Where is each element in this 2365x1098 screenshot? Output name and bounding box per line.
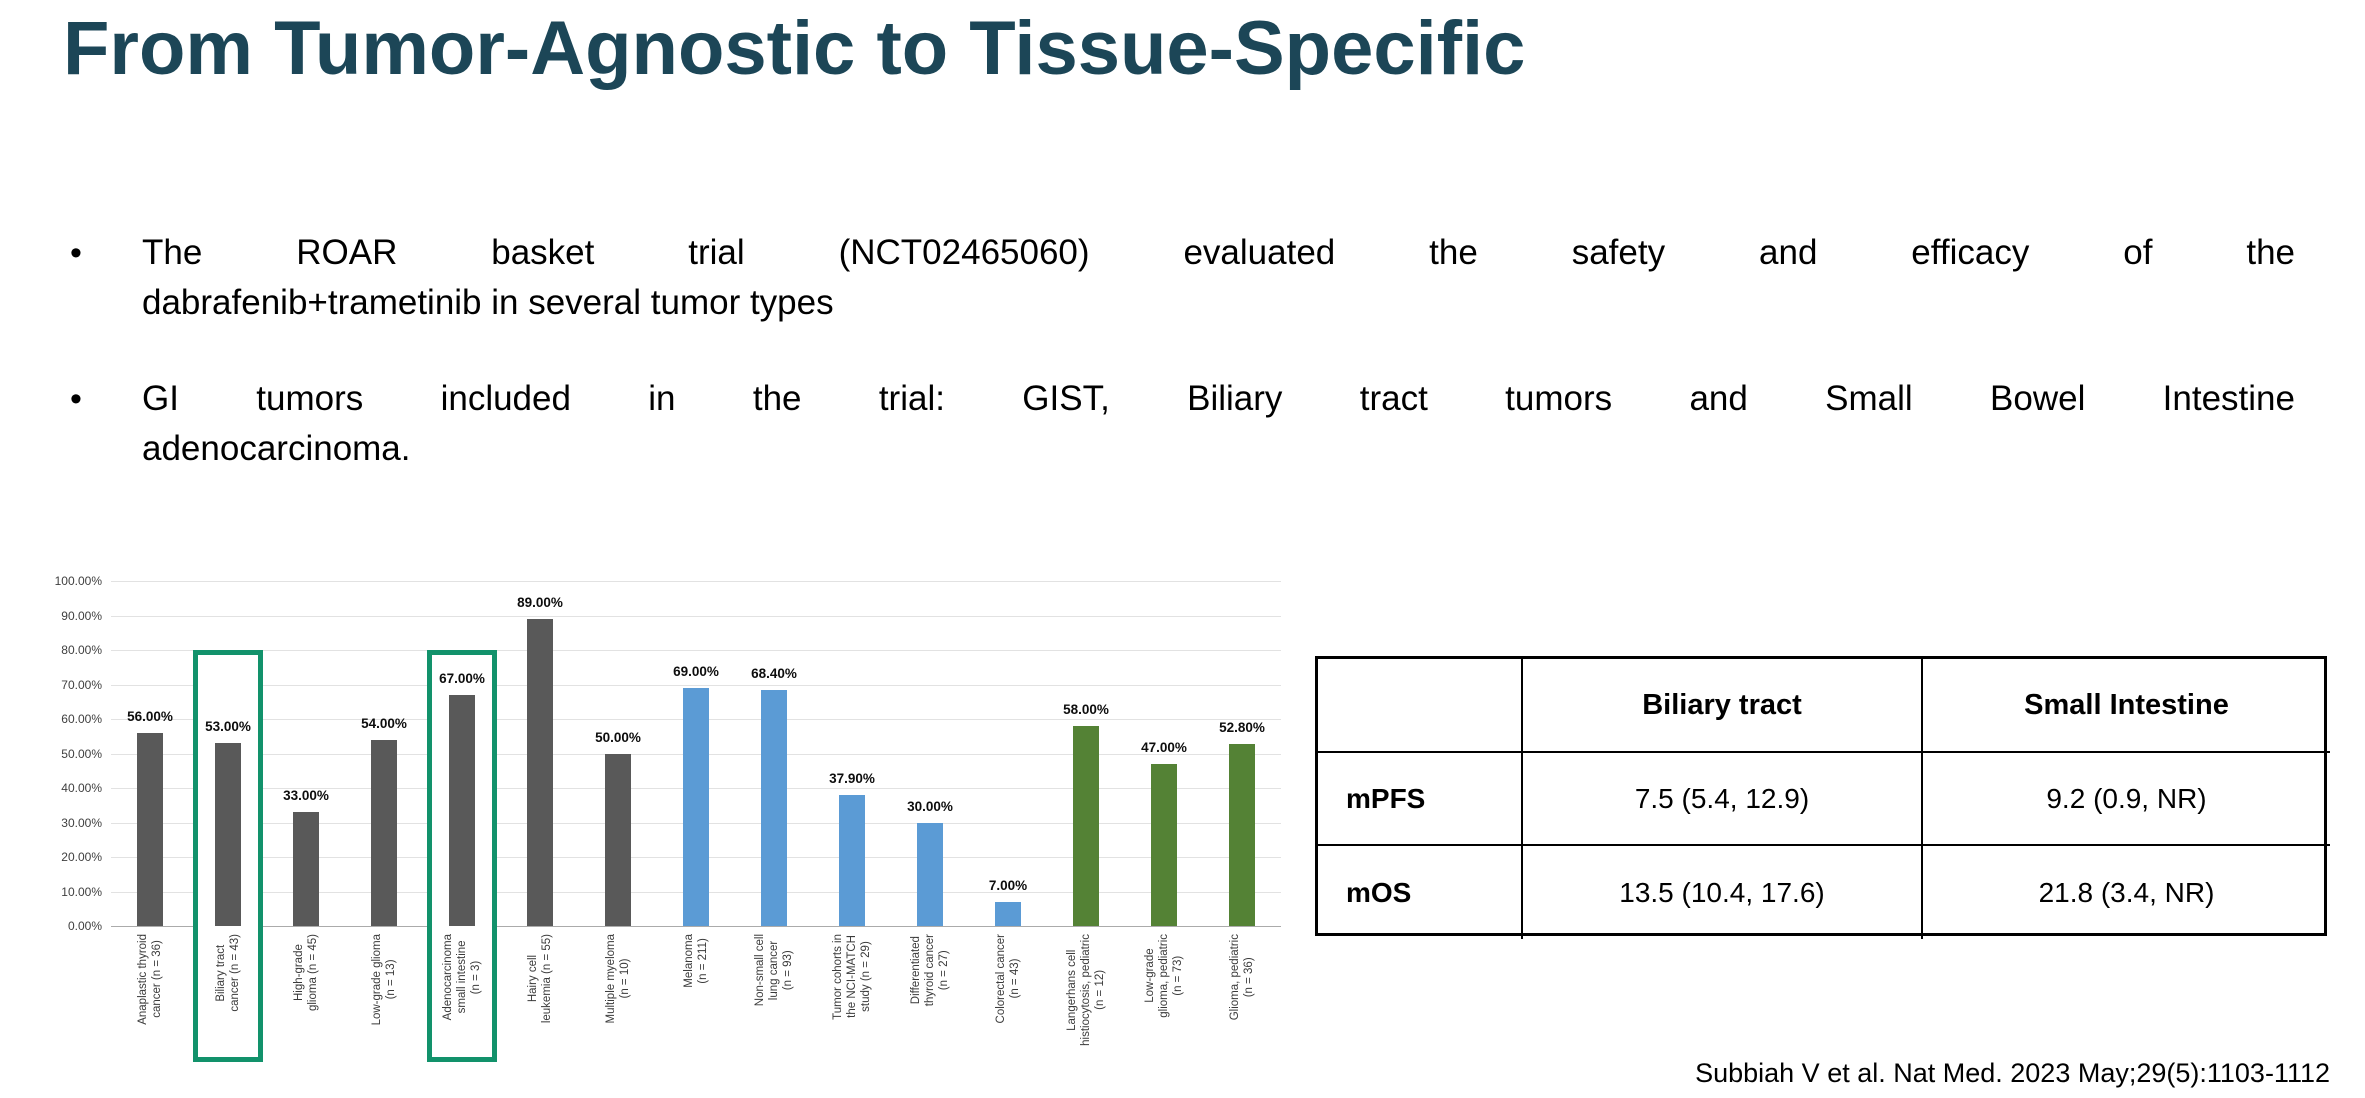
- table-header-small-intestine: Small Intestine: [1923, 659, 2330, 753]
- bullet-line: GI tumors included in the trial: GIST, B…: [142, 379, 2295, 418]
- category-label: Glioma, pediatric (n = 36): [1229, 934, 1255, 1021]
- bar: [527, 618, 553, 926]
- outcomes-table: Biliary tract Small Intestine mPFS 7.5 (…: [1315, 656, 2330, 939]
- gridline: [111, 650, 1281, 651]
- bar-value-label: 54.00%: [361, 715, 407, 731]
- category-label: Multiple myeloma (n = 10): [605, 934, 631, 1024]
- bullet-line: The ROAR basket trial (NCT02465060) eval…: [142, 233, 2295, 272]
- y-tick-label: 70.00%: [61, 677, 102, 692]
- bar: [137, 732, 163, 926]
- bar-value-label: 30.00%: [907, 798, 953, 814]
- category-label: Low-grade glioma (n = 13): [371, 934, 397, 1026]
- bar: [683, 687, 709, 926]
- bar-value-label: 56.00%: [127, 708, 173, 724]
- category-label: Colorectal cancer (n = 43): [995, 934, 1021, 1024]
- y-tick-label: 60.00%: [61, 712, 102, 726]
- gridline: [111, 926, 1281, 927]
- bar: [995, 901, 1021, 926]
- bar: [917, 822, 943, 926]
- y-tick-label: 100.00%: [54, 574, 102, 588]
- table-row-label-mpfs: mPFS: [1318, 753, 1523, 846]
- table-cell-mpfs-small-intestine: 9.2 (0.9, NR): [1923, 753, 2330, 846]
- bullet-marker: •: [70, 234, 82, 272]
- category-label: Anaplastic thyroid cancer (n = 36): [137, 934, 163, 1025]
- y-tick-label: 50.00%: [61, 746, 102, 761]
- category-label: High-grade glioma (n = 45): [293, 934, 319, 1012]
- bar: [1151, 763, 1177, 926]
- gridline: [111, 684, 1281, 686]
- bar-value-label: 68.40%: [751, 666, 797, 682]
- bar-value-label: 89.00%: [517, 594, 563, 610]
- category-label: Adenocarcinoma small intestine (n = 3): [442, 934, 482, 1021]
- category-label: Differentiated thyroid cancer (n = 27): [910, 934, 950, 1007]
- bullet-marker: •: [70, 380, 82, 418]
- y-tick-label: 90.00%: [61, 608, 102, 623]
- table-header-cell: [1318, 659, 1523, 753]
- category-label: Melanoma (n = 211): [683, 934, 709, 988]
- bullet-item: • The ROAR basket trial (NCT02465060) ev…: [70, 228, 2295, 328]
- bar: [1073, 725, 1099, 926]
- table-cell-mpfs-biliary: 7.5 (5.4, 12.9): [1523, 753, 1923, 846]
- bar: [449, 694, 475, 926]
- roar-orr-bar-chart: 0.00% 10.00% 20.00% 30.00% 40.00% 50.00% 60.00…: [0, 560, 1330, 1098]
- bar-value-label: 69.00%: [673, 663, 719, 679]
- bar: [215, 743, 241, 926]
- citation: Subbiah V et al. Nat Med. 2023 May;29(5)…: [1695, 1058, 2330, 1088]
- category-label: Tumor cohorts in the NCI-MATCH study (n …: [832, 934, 872, 1020]
- bar-value-label: 58.00%: [1063, 701, 1109, 717]
- bar: [605, 753, 631, 926]
- bullet-list: • The ROAR basket trial (NCT02465060) ev…: [70, 228, 2295, 520]
- category-label: Low-grade glioma, pediatric (n = 73): [1144, 934, 1184, 1018]
- category-label: Langerhans cell histiocytosis, pediatric…: [1066, 934, 1106, 1046]
- bullet-line: dabrafenib+trametinib in several tumor t…: [142, 283, 834, 322]
- bar-value-label: 37.90%: [829, 771, 875, 787]
- page-title: From Tumor-Agnostic to Tissue-Specific: [63, 6, 1526, 91]
- y-tick-label: 20.00%: [61, 850, 102, 864]
- bar: [839, 795, 865, 926]
- bar: [293, 812, 319, 926]
- y-tick-label: 0.00%: [67, 919, 102, 933]
- bullet-item: • GI tumors included in the trial: GIST,…: [70, 374, 2295, 474]
- bar-value-label: 50.00%: [595, 729, 641, 745]
- bar-value-label: 53.00%: [205, 719, 251, 735]
- table-header-biliary: Biliary tract: [1523, 659, 1923, 753]
- bullet-line: adenocarcinoma.: [142, 429, 411, 468]
- table-cell-mos-small-intestine: 21.8 (3.4, NR): [2038, 876, 2215, 908]
- gridline: [111, 615, 1281, 617]
- y-tick-label: 30.00%: [61, 815, 102, 830]
- y-tick-label: 40.00%: [61, 781, 102, 795]
- category-label: Non-small cell lung cancer (n = 93): [754, 934, 794, 1007]
- bar-value-label: 67.00%: [439, 670, 485, 686]
- bar-value-label: 7.00%: [988, 877, 1028, 893]
- bar-value-label: 47.00%: [1141, 739, 1187, 755]
- category-label: Biliary tract cancer (n = 43): [215, 934, 241, 1012]
- bullet-text: The ROAR basket trial (NCT02465060) eval…: [142, 228, 2295, 328]
- y-tick-label: 10.00%: [61, 884, 102, 899]
- y-tick-label: 80.00%: [61, 643, 102, 657]
- gridline: [111, 581, 1281, 582]
- bar: [1229, 743, 1255, 926]
- category-label: Hairy cell leukemia (n = 55): [527, 934, 553, 1024]
- table-row-label-mos: mOS: [1318, 846, 1523, 939]
- bar-value-label: 52.80%: [1219, 719, 1265, 735]
- table-cell-mos-biliary: 13.5 (10.4, 17.6): [1523, 846, 1923, 939]
- bar: [761, 690, 787, 926]
- highlight-box: [193, 650, 263, 1062]
- bullet-text: GI tumors included in the trial: GIST, B…: [142, 374, 2295, 474]
- bar: [371, 739, 397, 926]
- bar-value-label: 33.00%: [283, 788, 329, 804]
